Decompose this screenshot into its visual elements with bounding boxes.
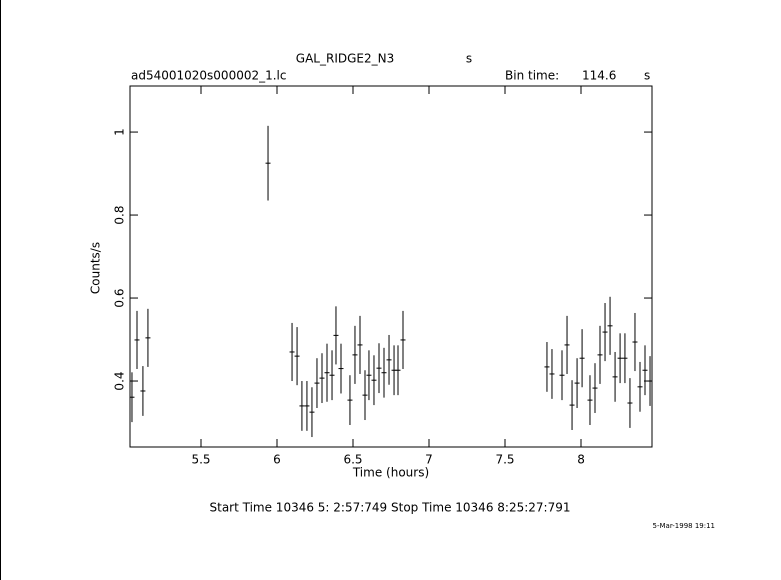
chart-title: GAL_RIDGE2_N3 (296, 52, 394, 66)
footer: Start Time 10346 5: 2:57:749 Stop Time 1… (210, 501, 571, 515)
date: 5-Mar-1998 19:11 (653, 522, 715, 530)
bin-time-label: Bin time: (505, 69, 559, 83)
x-tick-label: 7.5 (495, 453, 514, 467)
y-tick-label: 1 (113, 128, 127, 136)
file-name: ad54001020s000002_1.lc (131, 69, 287, 83)
x-axis-label: Time (hours) (352, 466, 429, 480)
x-tick-label: 6.5 (343, 453, 362, 467)
x-tick-label: 8 (577, 453, 585, 467)
title-unit: s (466, 52, 472, 66)
bin-time-unit: s (644, 69, 650, 83)
y-tick-label: 0.4 (113, 371, 127, 390)
bin-time: 114.6 (582, 69, 616, 83)
x-tick-label: 5.5 (191, 453, 210, 467)
y-axis-label: Counts/s (89, 242, 103, 294)
x-tick-label: 7 (425, 453, 433, 467)
y-tick-label: 0.8 (113, 206, 127, 225)
plot-frame (129, 85, 653, 448)
y-tick-label: 0.6 (113, 288, 127, 307)
x-tick-label: 6 (273, 453, 281, 467)
